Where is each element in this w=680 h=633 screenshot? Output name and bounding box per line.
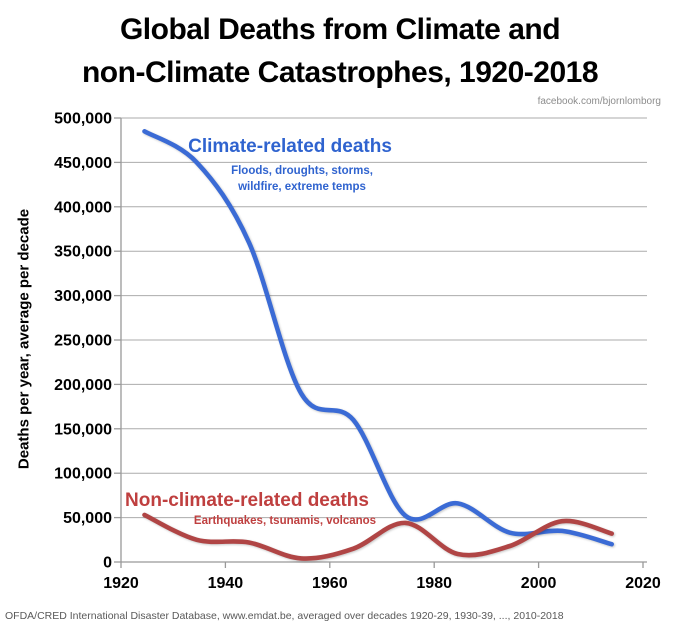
- x-tick-label: 2000: [521, 575, 557, 592]
- series-sublabel-climate-line2: wildfire, extreme temps: [238, 181, 366, 193]
- series-line-climate: [142, 129, 614, 547]
- series-label-non-climate: Non-climate-related deaths: [125, 490, 369, 511]
- x-tick-label: 2020: [625, 575, 661, 592]
- x-tick-label: 1980: [416, 575, 452, 592]
- x-tick-label: 1960: [312, 575, 348, 592]
- chart-title-line2: non-Climate Catastrophes, 1920-2018: [81, 56, 599, 89]
- source-footnote: OFDA/CRED International Disaster Databas…: [5, 610, 564, 622]
- chart-title: Global Deaths from Climate and non-Clima…: [0, 8, 680, 94]
- series-label-climate: Climate-related deaths: [188, 136, 392, 157]
- y-tick-label: 50,000: [63, 510, 112, 527]
- credit-text: facebook.com/bjornlomborg: [537, 96, 661, 107]
- chart-title-line1: Global Deaths from Climate and: [119, 13, 561, 46]
- y-tick-label: 100,000: [54, 466, 112, 483]
- y-tick-label: 400,000: [54, 199, 112, 216]
- y-tick-label: 500,000: [54, 111, 112, 128]
- y-tick-label: 350,000: [54, 244, 112, 261]
- y-tick-label: 0: [103, 555, 112, 572]
- series-sublabel-climate: Floods, droughts, storms, wildfire, extr…: [231, 163, 373, 195]
- x-tick-label: 1940: [208, 575, 244, 592]
- series-sublabel-climate-line1: Floods, droughts, storms,: [231, 165, 373, 177]
- series-line-non-climate: [142, 512, 614, 561]
- x-tick-label: 1920: [103, 575, 139, 592]
- y-tick-label: 250,000: [54, 333, 112, 350]
- y-tick-label: 450,000: [54, 155, 112, 172]
- y-tick-label: 200,000: [54, 377, 112, 394]
- y-tick-label: 300,000: [54, 288, 112, 305]
- y-tick-label: 150,000: [54, 421, 112, 438]
- series-sublabel-non-climate: Earthquakes, tsunamis, volcanos: [193, 515, 377, 527]
